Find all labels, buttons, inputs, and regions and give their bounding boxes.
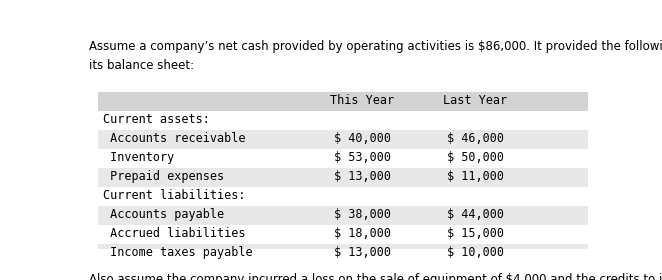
Bar — [98, 187, 588, 206]
Text: $ 13,000: $ 13,000 — [334, 170, 391, 183]
Text: its balance sheet:: its balance sheet: — [89, 59, 194, 73]
Text: Accrued liabilities: Accrued liabilities — [103, 227, 246, 240]
Text: $ 50,000: $ 50,000 — [447, 151, 504, 164]
Text: Also assume the company incurred a loss on the sale of equipment of $4,000 and t: Also assume the company incurred a loss … — [89, 273, 662, 280]
Text: $ 44,000: $ 44,000 — [447, 208, 504, 221]
Bar — [98, 168, 588, 187]
Text: Last Year: Last Year — [443, 94, 507, 107]
Text: Income taxes payable: Income taxes payable — [103, 246, 253, 259]
Text: Current assets:: Current assets: — [103, 113, 210, 126]
Text: Accounts payable: Accounts payable — [103, 208, 224, 221]
Bar — [98, 206, 588, 225]
Text: $ 15,000: $ 15,000 — [447, 227, 504, 240]
Text: $ 11,000: $ 11,000 — [447, 170, 504, 183]
Text: $ 46,000: $ 46,000 — [447, 132, 504, 145]
Bar — [98, 225, 588, 244]
Text: Prepaid expenses: Prepaid expenses — [103, 170, 224, 183]
Text: $ 10,000: $ 10,000 — [447, 246, 504, 259]
Text: $ 38,000: $ 38,000 — [334, 208, 391, 221]
Bar — [98, 130, 588, 149]
Bar — [98, 111, 588, 130]
Text: $ 13,000: $ 13,000 — [334, 246, 391, 259]
Text: Accounts receivable: Accounts receivable — [103, 132, 246, 145]
Text: $ 18,000: $ 18,000 — [334, 227, 391, 240]
Text: This Year: This Year — [330, 94, 395, 107]
Text: Assume a company’s net cash provided by operating activities is $86,000. It prov: Assume a company’s net cash provided by … — [89, 40, 662, 53]
Text: $ 40,000: $ 40,000 — [334, 132, 391, 145]
Text: Current liabilities:: Current liabilities: — [103, 189, 246, 202]
Bar — [98, 149, 588, 168]
Text: Inventory: Inventory — [103, 151, 175, 164]
Bar — [98, 92, 588, 111]
Bar — [98, 244, 588, 263]
Text: $ 53,000: $ 53,000 — [334, 151, 391, 164]
